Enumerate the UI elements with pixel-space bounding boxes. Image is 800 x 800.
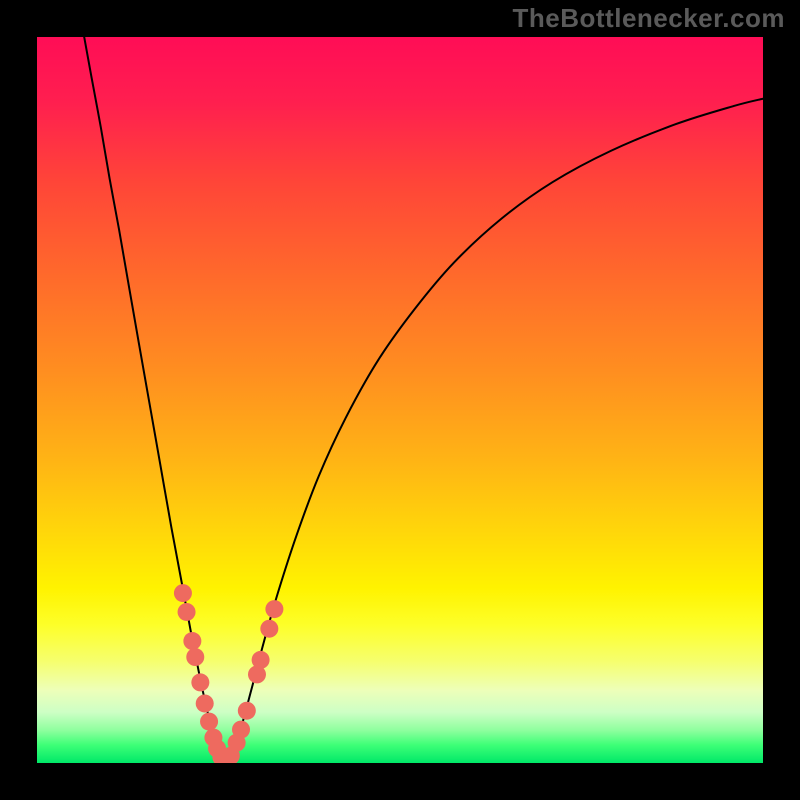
- marker-dot: [252, 651, 270, 669]
- marker-dot: [238, 702, 256, 720]
- marker-dot: [178, 603, 196, 621]
- marker-dot: [191, 673, 209, 691]
- plot-gradient: [37, 37, 763, 763]
- marker-dot: [196, 694, 214, 712]
- chart-svg: [0, 0, 800, 800]
- marker-dot: [200, 713, 218, 731]
- marker-dot: [232, 721, 250, 739]
- marker-dot: [265, 600, 283, 618]
- chart-frame: [0, 0, 800, 800]
- watermark-text: TheBottlenecker.com: [513, 3, 785, 34]
- marker-dot: [183, 632, 201, 650]
- marker-dot: [174, 584, 192, 602]
- marker-dot: [186, 648, 204, 666]
- marker-dot: [260, 620, 278, 638]
